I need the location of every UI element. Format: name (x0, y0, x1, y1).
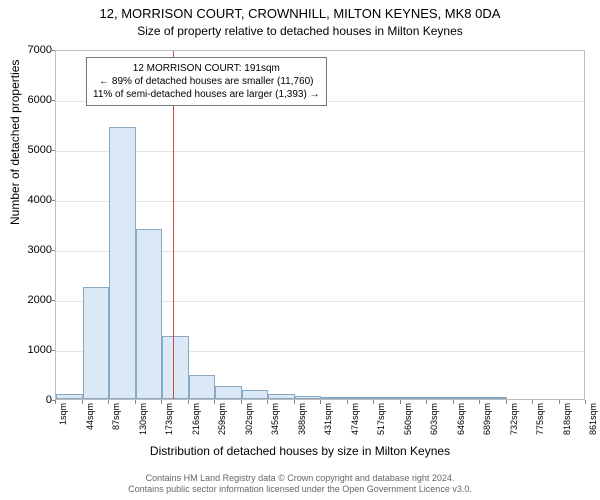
footer: Contains HM Land Registry data © Crown c… (0, 473, 600, 496)
histogram-bar (295, 396, 322, 399)
histogram-bar (401, 397, 428, 399)
histogram-bar (348, 397, 375, 399)
xtick-mark (585, 400, 586, 404)
histogram-bar (321, 397, 348, 399)
histogram-bar (242, 390, 269, 399)
ytick-label: 2000 (12, 294, 52, 306)
xtick-mark (241, 400, 242, 404)
chart-container: 12, MORRISON COURT, CROWNHILL, MILTON KE… (0, 0, 600, 500)
ytick-label: 5000 (12, 144, 52, 156)
xtick-mark (161, 400, 162, 404)
xtick-mark (347, 400, 348, 404)
xtick-mark (188, 400, 189, 404)
footer-line-1: Contains HM Land Registry data © Crown c… (0, 473, 600, 485)
xtick-mark (479, 400, 480, 404)
histogram-bar (268, 394, 295, 399)
xtick-mark (400, 400, 401, 404)
histogram-bar (109, 127, 136, 399)
histogram-bar (162, 336, 189, 400)
footer-line-2: Contains public sector information licen… (0, 484, 600, 496)
histogram-bar (427, 397, 454, 399)
xtick-mark (426, 400, 427, 404)
ytick-label: 6000 (12, 94, 52, 106)
histogram-bar (480, 397, 507, 399)
chart-subtitle: Size of property relative to detached ho… (0, 23, 600, 38)
xtick-mark (453, 400, 454, 404)
xtick-mark (267, 400, 268, 404)
histogram-bar (83, 287, 110, 400)
histogram-bar (189, 375, 216, 399)
plot-area: 12 MORRISON COURT: 191sqm ← 89% of detac… (55, 50, 585, 400)
histogram-bar (374, 397, 401, 399)
ytick-label: 1000 (12, 344, 52, 356)
xtick-mark (294, 400, 295, 404)
histogram-bar (215, 386, 242, 399)
xtick-mark (55, 400, 56, 404)
ytick-label: 3000 (12, 244, 52, 256)
xtick-mark (506, 400, 507, 404)
xtick-mark (135, 400, 136, 404)
histogram-bar (56, 394, 83, 399)
ytick-label: 4000 (12, 194, 52, 206)
xtick-mark (214, 400, 215, 404)
xtick-mark (532, 400, 533, 404)
xtick-mark (108, 400, 109, 404)
annotation-line-3: 11% of semi-detached houses are larger (… (93, 88, 320, 101)
x-axis-label: Distribution of detached houses by size … (0, 444, 600, 458)
xtick-mark (373, 400, 374, 404)
histogram-bar (454, 397, 481, 399)
xtick-mark (559, 400, 560, 404)
ytick-label: 0 (12, 394, 52, 406)
xtick-mark (82, 400, 83, 404)
xtick-mark (320, 400, 321, 404)
ytick-label: 7000 (12, 44, 52, 56)
annotation-line-2: ← 89% of detached houses are smaller (11… (93, 75, 320, 88)
annotation-box: 12 MORRISON COURT: 191sqm ← 89% of detac… (86, 57, 327, 106)
histogram-bar (136, 229, 163, 399)
annotation-line-1: 12 MORRISON COURT: 191sqm (93, 62, 320, 75)
chart-title: 12, MORRISON COURT, CROWNHILL, MILTON KE… (0, 0, 600, 23)
